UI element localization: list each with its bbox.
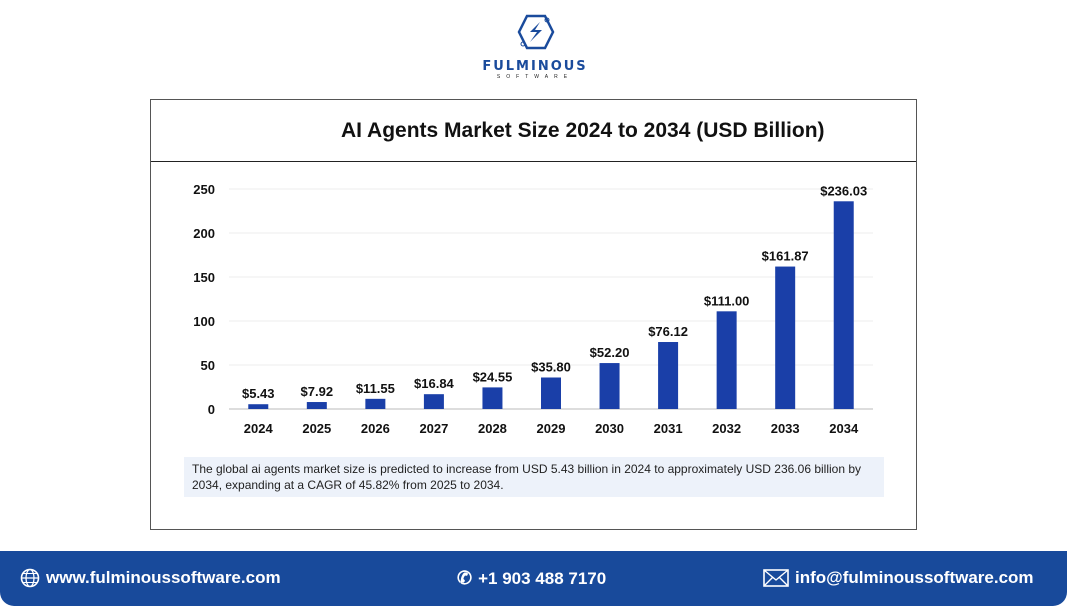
chart-caption: The global ai agents market size is pred…	[184, 457, 884, 497]
y-tick-label: 250	[193, 182, 215, 197]
footer-phone[interactable]: ✆ +1 903 488 7170	[457, 568, 606, 589]
mail-icon	[763, 569, 789, 587]
phone-icon: ✆	[457, 568, 473, 588]
x-tick-label: 2024	[244, 421, 274, 436]
logo-subtitle: SOFTWARE	[496, 74, 574, 80]
x-tick-label: 2031	[654, 421, 683, 436]
data-label: $5.43	[242, 386, 275, 401]
y-tick-label: 100	[193, 314, 215, 329]
footer: www.fulminoussoftware.com ✆ +1 903 488 7…	[0, 551, 1067, 606]
bar	[658, 342, 679, 409]
logo: FULMINOUS SOFTWARE	[480, 12, 590, 84]
footer-email[interactable]: info@fulminoussoftware.com	[763, 568, 1034, 588]
x-tick-label: 2026	[361, 421, 390, 436]
bar	[248, 404, 269, 409]
y-tick-label: 0	[208, 402, 215, 417]
x-tick-label: 2027	[419, 421, 448, 436]
logo-icon	[517, 14, 555, 50]
bar	[482, 387, 503, 409]
email-text: info@fulminoussoftware.com	[795, 568, 1034, 587]
bar	[716, 311, 737, 409]
y-tick-label: 50	[201, 358, 215, 373]
x-tick-label: 2032	[712, 421, 741, 436]
data-label: $35.80	[531, 359, 571, 374]
x-tick-label: 2030	[595, 421, 624, 436]
website-text: www.fulminoussoftware.com	[46, 568, 281, 587]
chart-card: AI Agents Market Size 2024 to 2034 (USD …	[150, 99, 917, 530]
data-label: $111.00	[704, 293, 750, 308]
chart-title: AI Agents Market Size 2024 to 2034 (USD …	[151, 100, 916, 162]
bar	[599, 363, 620, 409]
data-label: $16.84	[414, 376, 455, 391]
data-label: $161.87	[762, 249, 809, 264]
x-tick-label: 2034	[829, 421, 859, 436]
y-tick-label: 150	[193, 270, 215, 285]
bar	[541, 377, 561, 409]
y-tick-label: 200	[193, 226, 215, 241]
x-tick-label: 2033	[771, 421, 800, 436]
data-label: $11.55	[356, 381, 395, 396]
data-label: $24.55	[473, 369, 513, 384]
data-label: $7.92	[301, 384, 334, 399]
phone-text: +1 903 488 7170	[478, 568, 607, 588]
bar	[306, 402, 327, 409]
x-tick-label: 2025	[302, 421, 331, 436]
bar	[775, 266, 796, 409]
bar	[833, 201, 854, 409]
bar-chart: 0 50 100 150 200 250 $5.43 2024 $7.92 2025 $11.55 2…	[193, 182, 873, 436]
data-label: $52.20	[590, 345, 630, 360]
footer-website[interactable]: www.fulminoussoftware.com	[20, 568, 281, 588]
data-label: $76.12	[648, 324, 688, 339]
x-tick-label: 2028	[478, 421, 507, 436]
logo-brand: FULMINOUS	[482, 59, 588, 74]
globe-icon	[20, 568, 40, 588]
data-label: $236.03	[820, 183, 867, 198]
bar	[365, 398, 386, 409]
bar	[423, 394, 444, 409]
x-tick-label: 2029	[537, 421, 566, 436]
